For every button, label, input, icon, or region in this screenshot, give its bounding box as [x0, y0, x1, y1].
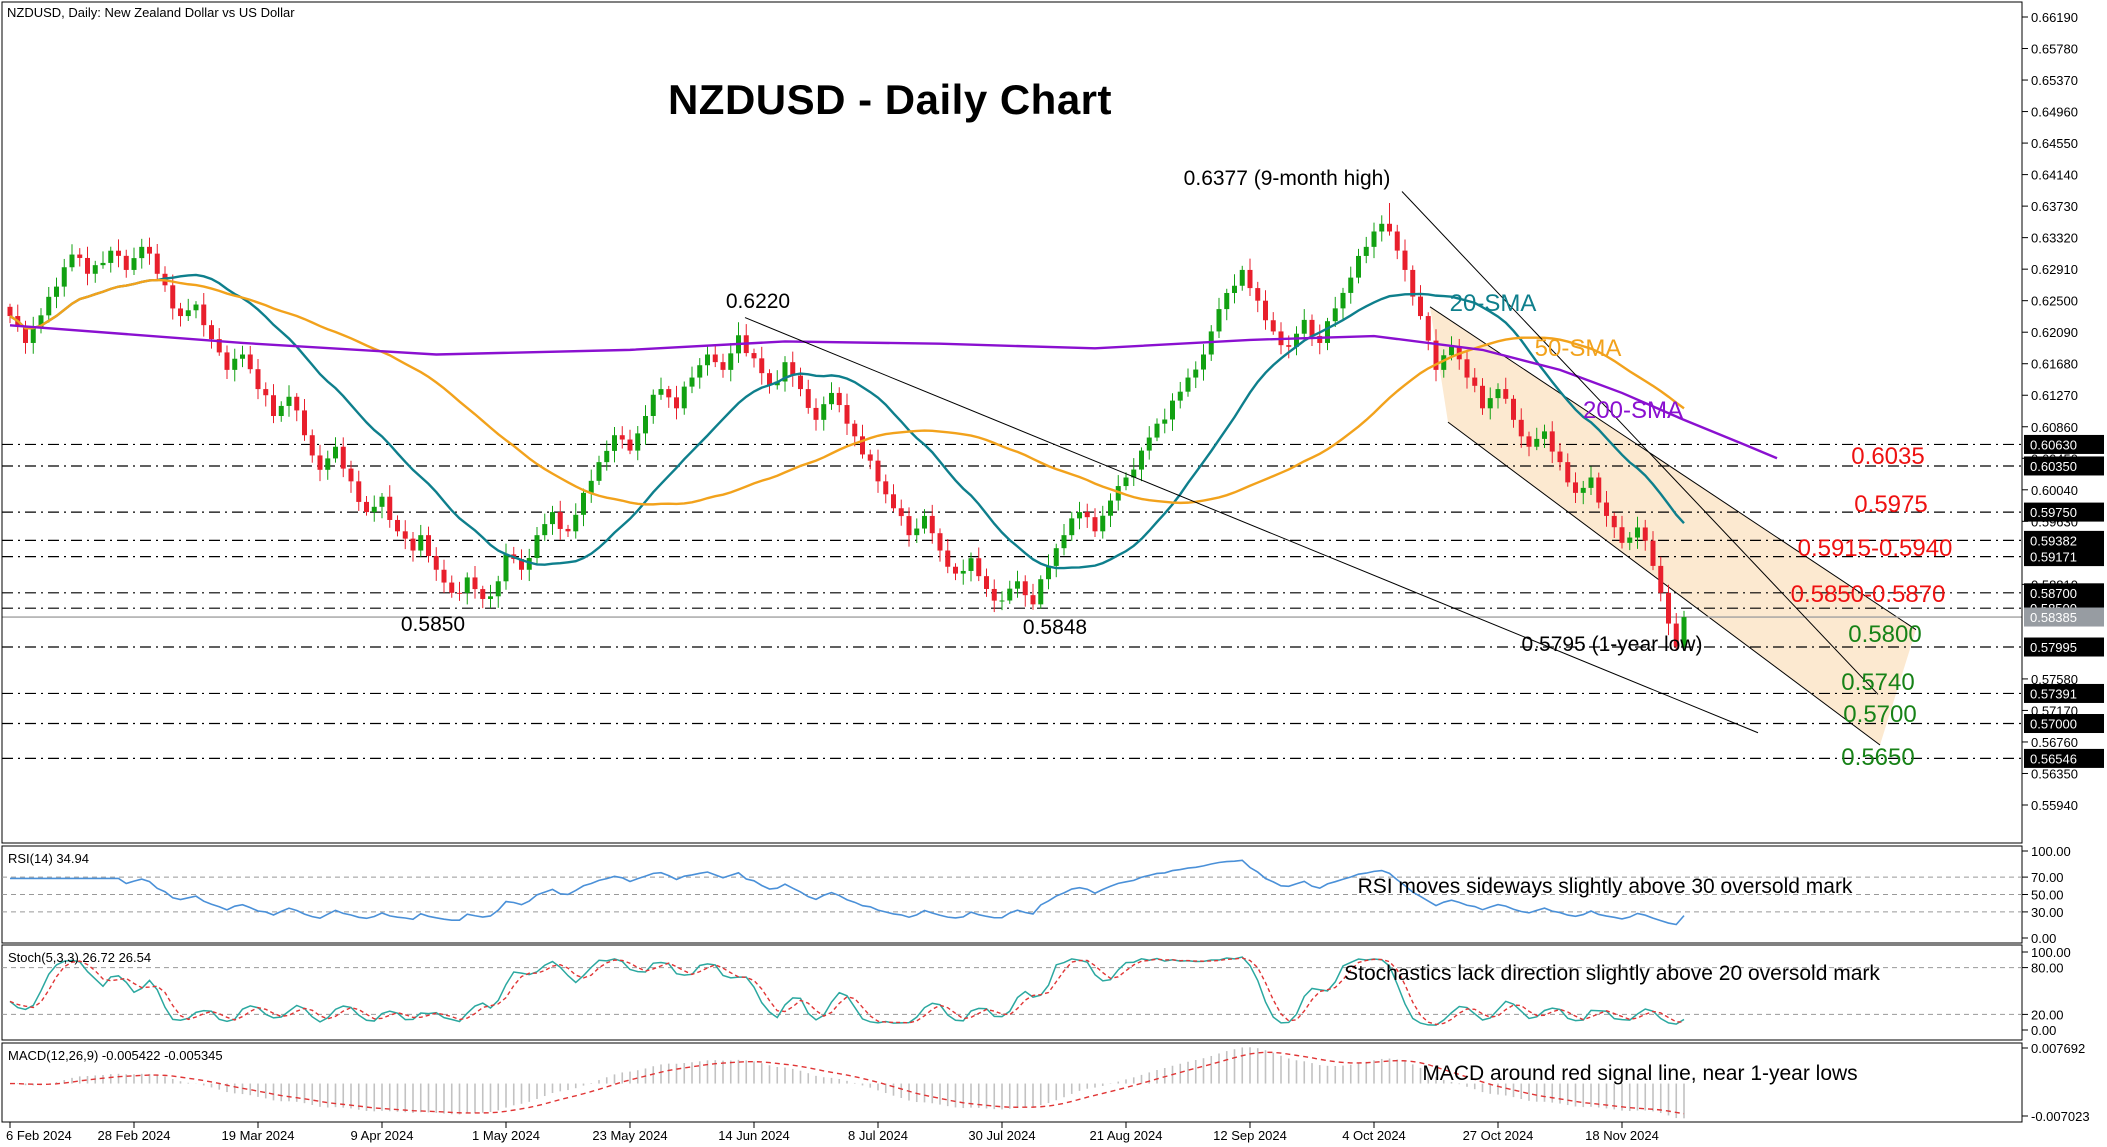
support-label-5740: 0.5740	[1841, 669, 1915, 696]
symbol-info: NZDUSD, Daily: New Zealand Dollar vs US …	[7, 5, 295, 20]
svg-text:0.56546: 0.56546	[2030, 751, 2077, 766]
svg-text:0.61680: 0.61680	[2031, 357, 2078, 372]
macd-param-label: MACD(12,26,9) -0.005422 -0.005345	[8, 1048, 223, 1063]
svg-text:0.55940: 0.55940	[2031, 798, 2078, 813]
svg-text:30.00: 30.00	[2031, 905, 2064, 920]
svg-text:50.00: 50.00	[2031, 888, 2064, 903]
svg-text:19 Mar 2024: 19 Mar 2024	[222, 1128, 295, 1143]
stoch-param-label: Stoch(5,3,3) 26.72 26.54	[8, 950, 152, 965]
annotation-june-peak: 0.6220	[725, 290, 791, 313]
macd-annotation: MACD around red signal line, near 1-year…	[1422, 1062, 1858, 1085]
svg-text:0.60040: 0.60040	[2031, 483, 2078, 498]
annotation-april-low: 0.5850	[400, 613, 466, 636]
annotation-one-year-low: 0.5795 (1-year low)	[1521, 633, 1703, 656]
svg-text:0.59171: 0.59171	[2030, 550, 2077, 565]
svg-text:0.59382: 0.59382	[2030, 533, 2077, 548]
svg-text:0.63730: 0.63730	[2031, 199, 2078, 214]
rsi-param-label: RSI(14) 34.94	[8, 851, 89, 866]
svg-text:0.60350: 0.60350	[2030, 459, 2077, 474]
svg-text:0.58385: 0.58385	[2030, 610, 2077, 625]
annotation-nine-month-high: 0.6377 (9-month high)	[1183, 167, 1391, 190]
svg-text:27 Oct 2024: 27 Oct 2024	[1463, 1128, 1534, 1143]
svg-text:0.59750: 0.59750	[2030, 505, 2077, 520]
stoch-k-line	[9, 956, 1685, 1026]
support-label-5650: 0.5650	[1841, 744, 1915, 771]
svg-text:0.63320: 0.63320	[2031, 231, 2078, 246]
svg-text:0.00: 0.00	[2031, 931, 2056, 946]
sma20-label: 20-SMA	[1449, 290, 1537, 317]
svg-text:0.57000: 0.57000	[2030, 717, 2077, 732]
svg-text:18 Nov 2024: 18 Nov 2024	[1585, 1128, 1659, 1143]
sma200-label: 200-SMA	[1582, 397, 1684, 424]
svg-text:70.00: 70.00	[2031, 870, 2064, 885]
svg-text:100.00: 100.00	[2031, 945, 2071, 960]
svg-text:0.62910: 0.62910	[2031, 262, 2078, 277]
svg-text:0.58700: 0.58700	[2030, 586, 2077, 601]
macd-signal-line	[9, 1051, 1685, 1115]
resistance-label-5975: 0.5975	[1854, 491, 1928, 518]
svg-text:30 Jul 2024: 30 Jul 2024	[968, 1128, 1035, 1143]
support-label-5800: 0.5800	[1848, 621, 1922, 648]
resistance-label-6035: 0.6035	[1851, 443, 1925, 470]
svg-text:0.57580: 0.57580	[2031, 672, 2078, 687]
chart-title: NZDUSD - Daily Chart	[667, 76, 1113, 123]
sma20-line	[9, 273, 1685, 570]
trendlines	[744, 191, 1879, 734]
annotation-august-low: 0.5848	[1022, 616, 1088, 639]
sma200-line	[9, 324, 1778, 460]
svg-text:0.60860: 0.60860	[2031, 420, 2078, 435]
svg-text:14 Jun 2024: 14 Jun 2024	[718, 1128, 790, 1143]
svg-text:6 Feb 2024: 6 Feb 2024	[6, 1128, 72, 1143]
svg-text:1 May 2024: 1 May 2024	[472, 1128, 540, 1143]
resistance-label-5850-5870: 0.5850-0.5870	[1790, 581, 1946, 608]
svg-text:4 Oct 2024: 4 Oct 2024	[1342, 1128, 1406, 1143]
svg-text:0.62500: 0.62500	[2031, 294, 2078, 309]
sma50-line	[9, 278, 1685, 506]
svg-text:0.56350: 0.56350	[2031, 766, 2078, 781]
svg-text:0.60630: 0.60630	[2030, 437, 2077, 452]
rsi-annotation: RSI moves sideways slightly above 30 ove…	[1357, 875, 1853, 898]
svg-text:21 Aug 2024: 21 Aug 2024	[1089, 1128, 1162, 1143]
svg-text:0.61270: 0.61270	[2031, 388, 2078, 403]
macd-panel: 0.007692 -0.007023	[16, 1041, 2090, 1124]
svg-text:0.56760: 0.56760	[2031, 735, 2078, 750]
resistance-label-5915-5940: 0.5915-0.5940	[1797, 535, 1953, 562]
svg-text:100.00: 100.00	[2031, 844, 2071, 859]
svg-text:-0.007023: -0.007023	[2031, 1109, 2090, 1124]
svg-text:0.007692: 0.007692	[2031, 1041, 2085, 1056]
svg-text:20.00: 20.00	[2031, 1007, 2064, 1022]
svg-text:0.62090: 0.62090	[2031, 325, 2078, 340]
svg-text:0.65780: 0.65780	[2031, 42, 2078, 57]
level-lines	[2, 443, 2022, 760]
candles	[7, 203, 1687, 651]
descending-channel	[1429, 306, 1917, 746]
svg-text:0.57391: 0.57391	[2030, 686, 2077, 701]
svg-text:9 Apr 2024: 9 Apr 2024	[351, 1128, 414, 1143]
svg-text:23 May 2024: 23 May 2024	[592, 1128, 667, 1143]
svg-text:8 Jul 2024: 8 Jul 2024	[848, 1128, 908, 1143]
sma50-label: 50-SMA	[1534, 335, 1622, 362]
stoch-annotation: Stochastics lack direction slightly abov…	[1344, 962, 1880, 985]
svg-text:0.66190: 0.66190	[2031, 10, 2078, 25]
svg-text:0.64960: 0.64960	[2031, 105, 2078, 120]
date-axis: 6 Feb 2024 28 Feb 2024 19 Mar 2024 9 Apr 20…	[6, 1122, 1659, 1143]
svg-text:0.00: 0.00	[2031, 1023, 2056, 1038]
svg-text:0.65370: 0.65370	[2031, 73, 2078, 88]
svg-text:0.57995: 0.57995	[2030, 640, 2077, 655]
svg-text:0.64140: 0.64140	[2031, 168, 2078, 183]
svg-text:28 Feb 2024: 28 Feb 2024	[97, 1128, 170, 1143]
price-badges: 0.60630 0.60350 0.59750 0.59382 0.59171 0.587…	[2024, 434, 2104, 768]
svg-text:80.00: 80.00	[2031, 961, 2064, 976]
support-label-5700: 0.5700	[1843, 701, 1917, 728]
svg-text:12 Sep 2024: 12 Sep 2024	[1213, 1128, 1287, 1143]
svg-text:0.64550: 0.64550	[2031, 136, 2078, 151]
rsi-line	[10, 859, 1685, 926]
